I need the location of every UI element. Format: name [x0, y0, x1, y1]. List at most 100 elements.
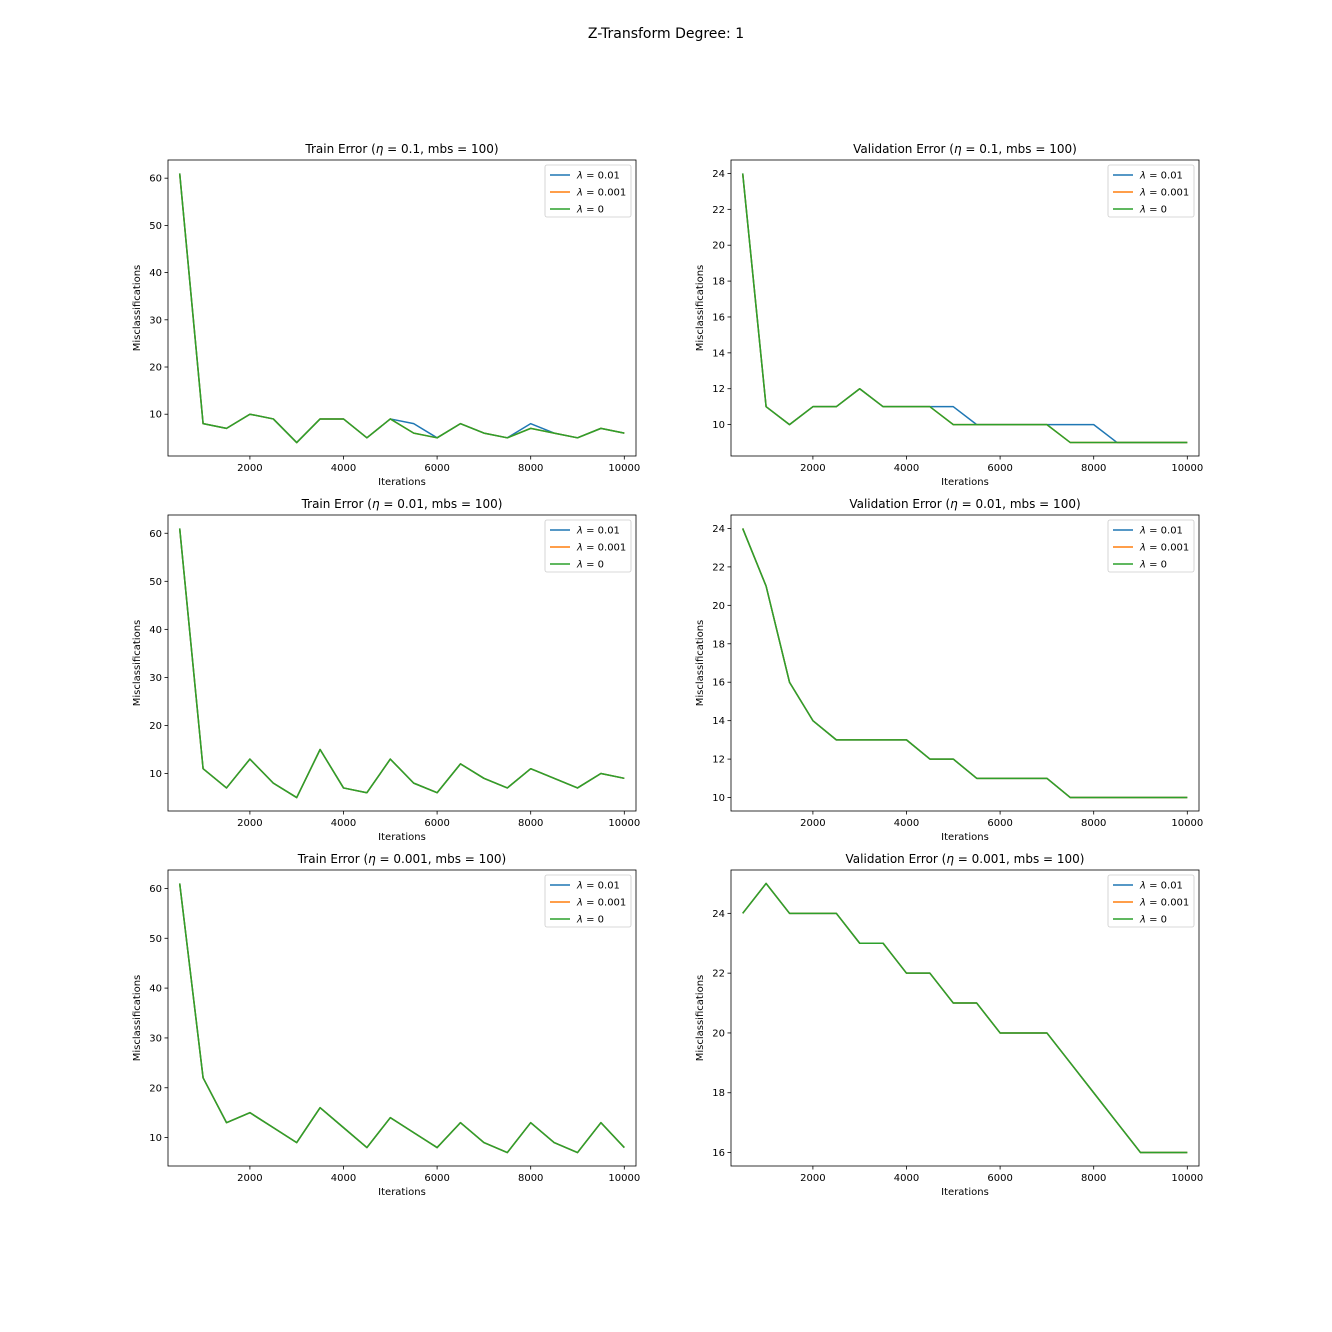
x-tick-label: 10000: [608, 1173, 640, 1184]
y-axis-label: Misclassifications: [132, 620, 143, 707]
legend-label: λ = 0: [1139, 915, 1167, 926]
x-tick-label: 2000: [237, 818, 262, 829]
x-axis-label: Iterations: [378, 477, 426, 488]
x-tick-label: 6000: [424, 463, 449, 474]
legend-label: λ = 0.001: [1139, 543, 1189, 554]
legend-box: [544, 874, 632, 928]
legend-label: λ = 0.01: [1139, 526, 1183, 537]
panel-title: Validation Error (η = 0.01, mbs = 100): [849, 497, 1080, 511]
y-axis-label: Misclassifications: [132, 975, 143, 1062]
legend-label: λ = 0: [1139, 560, 1167, 571]
series-lines: [741, 173, 1188, 444]
series-lines: [178, 883, 625, 1154]
legend-label: λ = 0: [1139, 205, 1167, 216]
y-tick-label: 20: [149, 1083, 162, 1094]
legend-label: λ = 0.001: [1139, 188, 1189, 199]
y-tick-label: 30: [149, 673, 162, 684]
y-tick-label: 16: [712, 312, 725, 323]
x-tick-label: 2000: [237, 1173, 262, 1184]
y-tick-label: 60: [149, 884, 162, 895]
legend-label: λ = 0.001: [576, 543, 626, 554]
x-axis-label: Iterations: [941, 1187, 989, 1198]
x-axis-label: Iterations: [941, 477, 989, 488]
x-tick-label: 10000: [1171, 463, 1203, 474]
chart-panel-6: Validation Error (η = 0.001, mbs = 100) 2…: [695, 852, 1203, 1198]
legend: λ = 0.01 λ = 0.001 λ = 0: [544, 164, 632, 218]
x-tick-label: 8000: [518, 1173, 543, 1184]
y-tick-label: 16: [712, 678, 725, 689]
x-tick-label: 2000: [237, 463, 262, 474]
x-tick-label: 10000: [1171, 1173, 1203, 1184]
chart-panel-5: Train Error (η = 0.001, mbs = 100) 2000 40…: [132, 852, 640, 1198]
x-tick-label: 4000: [894, 818, 919, 829]
x-tick-label: 2000: [800, 463, 825, 474]
y-tick-label: 14: [712, 716, 725, 727]
y-axis-label: Misclassifications: [132, 265, 143, 352]
y-tick-label: 50: [149, 221, 162, 232]
y-tick-label: 12: [712, 384, 725, 395]
legend-label: λ = 0.001: [576, 188, 626, 199]
y-tick-label: 60: [149, 174, 162, 185]
y-tick-label: 10: [149, 769, 162, 780]
chart-panel-3: Train Error (η = 0.01, mbs = 100) 2000 400…: [132, 497, 640, 843]
y-tick-label: 18: [712, 639, 725, 650]
x-axis-label: Iterations: [941, 832, 989, 843]
y-tick-label: 22: [712, 205, 725, 216]
axes-frame: [730, 159, 1200, 457]
legend-label: λ = 0.01: [1139, 881, 1183, 892]
series-lines: [178, 173, 625, 444]
x-tick-label: 10000: [608, 818, 640, 829]
legend-label: λ = 0.01: [576, 526, 620, 537]
axes-frame: [167, 514, 637, 812]
legend-box: [1107, 519, 1195, 573]
x-tick-label: 10000: [608, 463, 640, 474]
y-tick-label: 24: [712, 909, 725, 920]
series-line-3: [178, 173, 625, 444]
x-axis-label: Iterations: [378, 1187, 426, 1198]
y-tick-label: 20: [149, 363, 162, 374]
x-tick-label: 4000: [331, 818, 356, 829]
x-tick-label: 4000: [331, 463, 356, 474]
series-lines: [742, 528, 1188, 799]
y-tick-label: 22: [712, 562, 725, 573]
x-tick-label: 10000: [1171, 818, 1203, 829]
x-tick-label: 4000: [894, 463, 919, 474]
y-tick-label: 22: [712, 969, 725, 980]
legend-box: [1107, 874, 1195, 928]
y-tick-label: 10: [149, 1133, 162, 1144]
y-tick-label: 40: [149, 984, 162, 995]
x-tick-label: 8000: [1081, 818, 1106, 829]
series-line-3: [742, 528, 1188, 799]
x-tick-label: 8000: [1081, 1173, 1106, 1184]
y-tick-label: 10: [149, 410, 162, 421]
series-line-3: [178, 883, 625, 1154]
y-tick-label: 30: [149, 1033, 162, 1044]
y-axis-label: Misclassifications: [695, 620, 706, 707]
x-tick-label: 2000: [800, 1173, 825, 1184]
y-tick-label: 40: [149, 268, 162, 279]
legend: λ = 0.01 λ = 0.001 λ = 0: [1107, 874, 1195, 928]
series-line-3: [178, 528, 625, 799]
chart-panel-2: Validation Error (η = 0.1, mbs = 100) 200…: [695, 142, 1203, 488]
legend-box: [544, 519, 632, 573]
series-line-3: [742, 882, 1188, 1154]
legend-box: [544, 164, 632, 218]
series-lines: [742, 882, 1188, 1154]
x-tick-label: 8000: [518, 818, 543, 829]
x-tick-label: 6000: [987, 463, 1012, 474]
x-tick-label: 8000: [1081, 463, 1106, 474]
x-tick-label: 4000: [331, 1173, 356, 1184]
panel-title: Train Error (η = 0.1, mbs = 100): [304, 142, 498, 156]
legend: λ = 0.01 λ = 0.001 λ = 0: [544, 874, 632, 928]
legend-label: λ = 0.001: [576, 898, 626, 909]
panel-title: Train Error (η = 0.01, mbs = 100): [301, 497, 503, 511]
series-line-3: [741, 173, 1188, 444]
panel-title: Train Error (η = 0.001, mbs = 100): [297, 852, 506, 866]
y-tick-label: 24: [712, 169, 725, 180]
legend: λ = 0.01 λ = 0.001 λ = 0: [1107, 164, 1195, 218]
series-lines: [178, 528, 625, 799]
axes-frame: [730, 869, 1200, 1167]
x-tick-label: 6000: [987, 1173, 1012, 1184]
chart-panel-4: Validation Error (η = 0.01, mbs = 100) 20…: [695, 497, 1203, 843]
y-tick-label: 16: [712, 1148, 725, 1159]
